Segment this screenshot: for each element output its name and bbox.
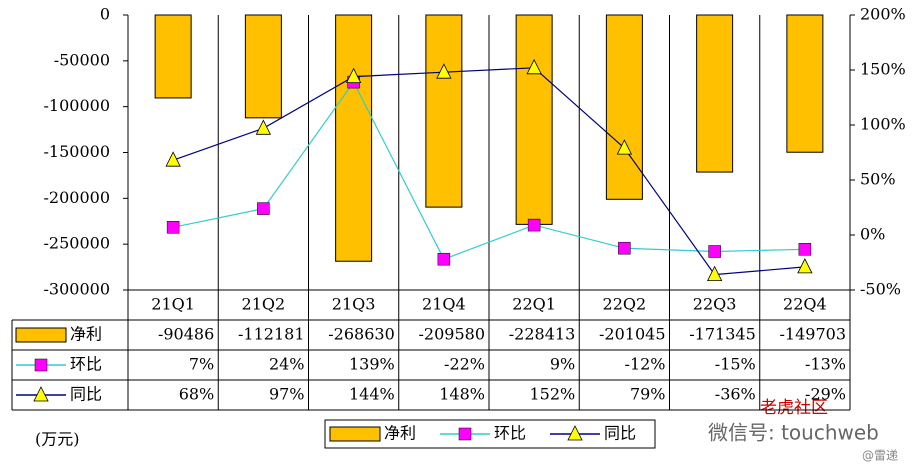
y-tick-label: 0 (100, 5, 110, 24)
x-tick-label: 22Q1 (512, 295, 556, 314)
legend-marker (33, 386, 49, 402)
point (527, 218, 541, 232)
table-cell: -228413 (509, 325, 575, 344)
bar (425, 14, 463, 208)
bar (244, 14, 282, 119)
legend-label: 环比 (70, 355, 102, 374)
bar (515, 14, 553, 225)
point (437, 252, 451, 266)
point (436, 63, 452, 79)
point (255, 119, 272, 135)
table-cell: 9% (550, 355, 575, 374)
point (708, 245, 721, 258)
y-tick-label: -150000 (44, 142, 110, 161)
y2-tick-label: 0% (860, 225, 885, 244)
y-tick-label: -200000 (44, 188, 110, 207)
bar (696, 14, 734, 173)
y2-tick-label: 150% (860, 60, 906, 79)
point (706, 265, 723, 281)
point (345, 67, 362, 83)
point (798, 243, 812, 256)
y-tick-label: -50000 (54, 50, 110, 69)
x-tick-label: 21Q1 (151, 295, 195, 314)
watermark: @雷递 (862, 449, 898, 463)
table-cell: -12% (625, 355, 666, 374)
point (166, 221, 180, 234)
table-cell: 97% (269, 385, 305, 404)
table-cell: 68% (179, 385, 215, 404)
legend-marker (567, 425, 583, 441)
watermark: 微信号: touchweb (708, 421, 879, 445)
table-cell: -13% (805, 355, 846, 374)
y2-tick-label: 100% (860, 115, 906, 134)
table-cell: -90486 (158, 325, 214, 344)
table-cell: -112181 (238, 325, 304, 344)
point (797, 258, 813, 274)
y2-tick-label: 50% (860, 170, 896, 189)
y-tick-label: -250000 (44, 234, 110, 253)
legend-marker (34, 358, 48, 372)
legend-swatch (329, 426, 381, 442)
point (165, 151, 181, 167)
table-cell: -29% (805, 385, 846, 404)
legend-label: 同比 (70, 385, 102, 404)
bar (605, 14, 643, 200)
table-cell: -22% (444, 355, 485, 374)
x-tick-label: 22Q4 (783, 295, 827, 314)
point (616, 139, 633, 155)
table-cell: -36% (715, 385, 756, 404)
table-cell: -15% (715, 355, 756, 374)
legend-label: 同比 (604, 424, 636, 443)
x-tick-label: 21Q2 (242, 295, 286, 314)
table-cell: 152% (530, 385, 576, 404)
x-tick-label: 22Q2 (603, 295, 647, 314)
bar (335, 14, 373, 262)
table-cell: 24% (269, 355, 305, 374)
point (526, 58, 542, 75)
y-unit-label: (万元) (35, 430, 80, 449)
bar (786, 14, 824, 153)
x-tick-label: 21Q3 (332, 295, 376, 314)
table-cell: -171345 (689, 325, 755, 344)
y-tick-label: -100000 (44, 96, 110, 115)
table-cell: 139% (349, 355, 395, 374)
table-cell: -201045 (599, 325, 665, 344)
table-cell: -149703 (780, 325, 846, 344)
x-tick-label: 21Q4 (422, 295, 466, 314)
line (172, 67, 805, 276)
table-cell: -268630 (328, 325, 394, 344)
point (618, 241, 631, 255)
table-cell: 79% (630, 385, 666, 404)
line (173, 80, 805, 260)
legend-label: 净利 (70, 325, 102, 344)
table-cell: 148% (439, 385, 485, 404)
legend-swatch (15, 327, 67, 343)
legend-label: 净利 (384, 424, 416, 443)
y-tick-label: -300000 (44, 280, 110, 299)
table-cell: 7% (189, 355, 214, 374)
legend-label: 环比 (494, 424, 526, 443)
table-cell: -209580 (419, 325, 485, 344)
table-cell: 144% (349, 385, 395, 404)
watermark: 老虎社区 (760, 398, 828, 418)
y2-tick-label: 200% (860, 5, 906, 24)
x-tick-label: 22Q3 (693, 295, 737, 314)
y2-tick-label: -50% (860, 280, 901, 299)
point (257, 202, 270, 215)
legend-marker (458, 427, 472, 441)
bar (154, 14, 192, 99)
